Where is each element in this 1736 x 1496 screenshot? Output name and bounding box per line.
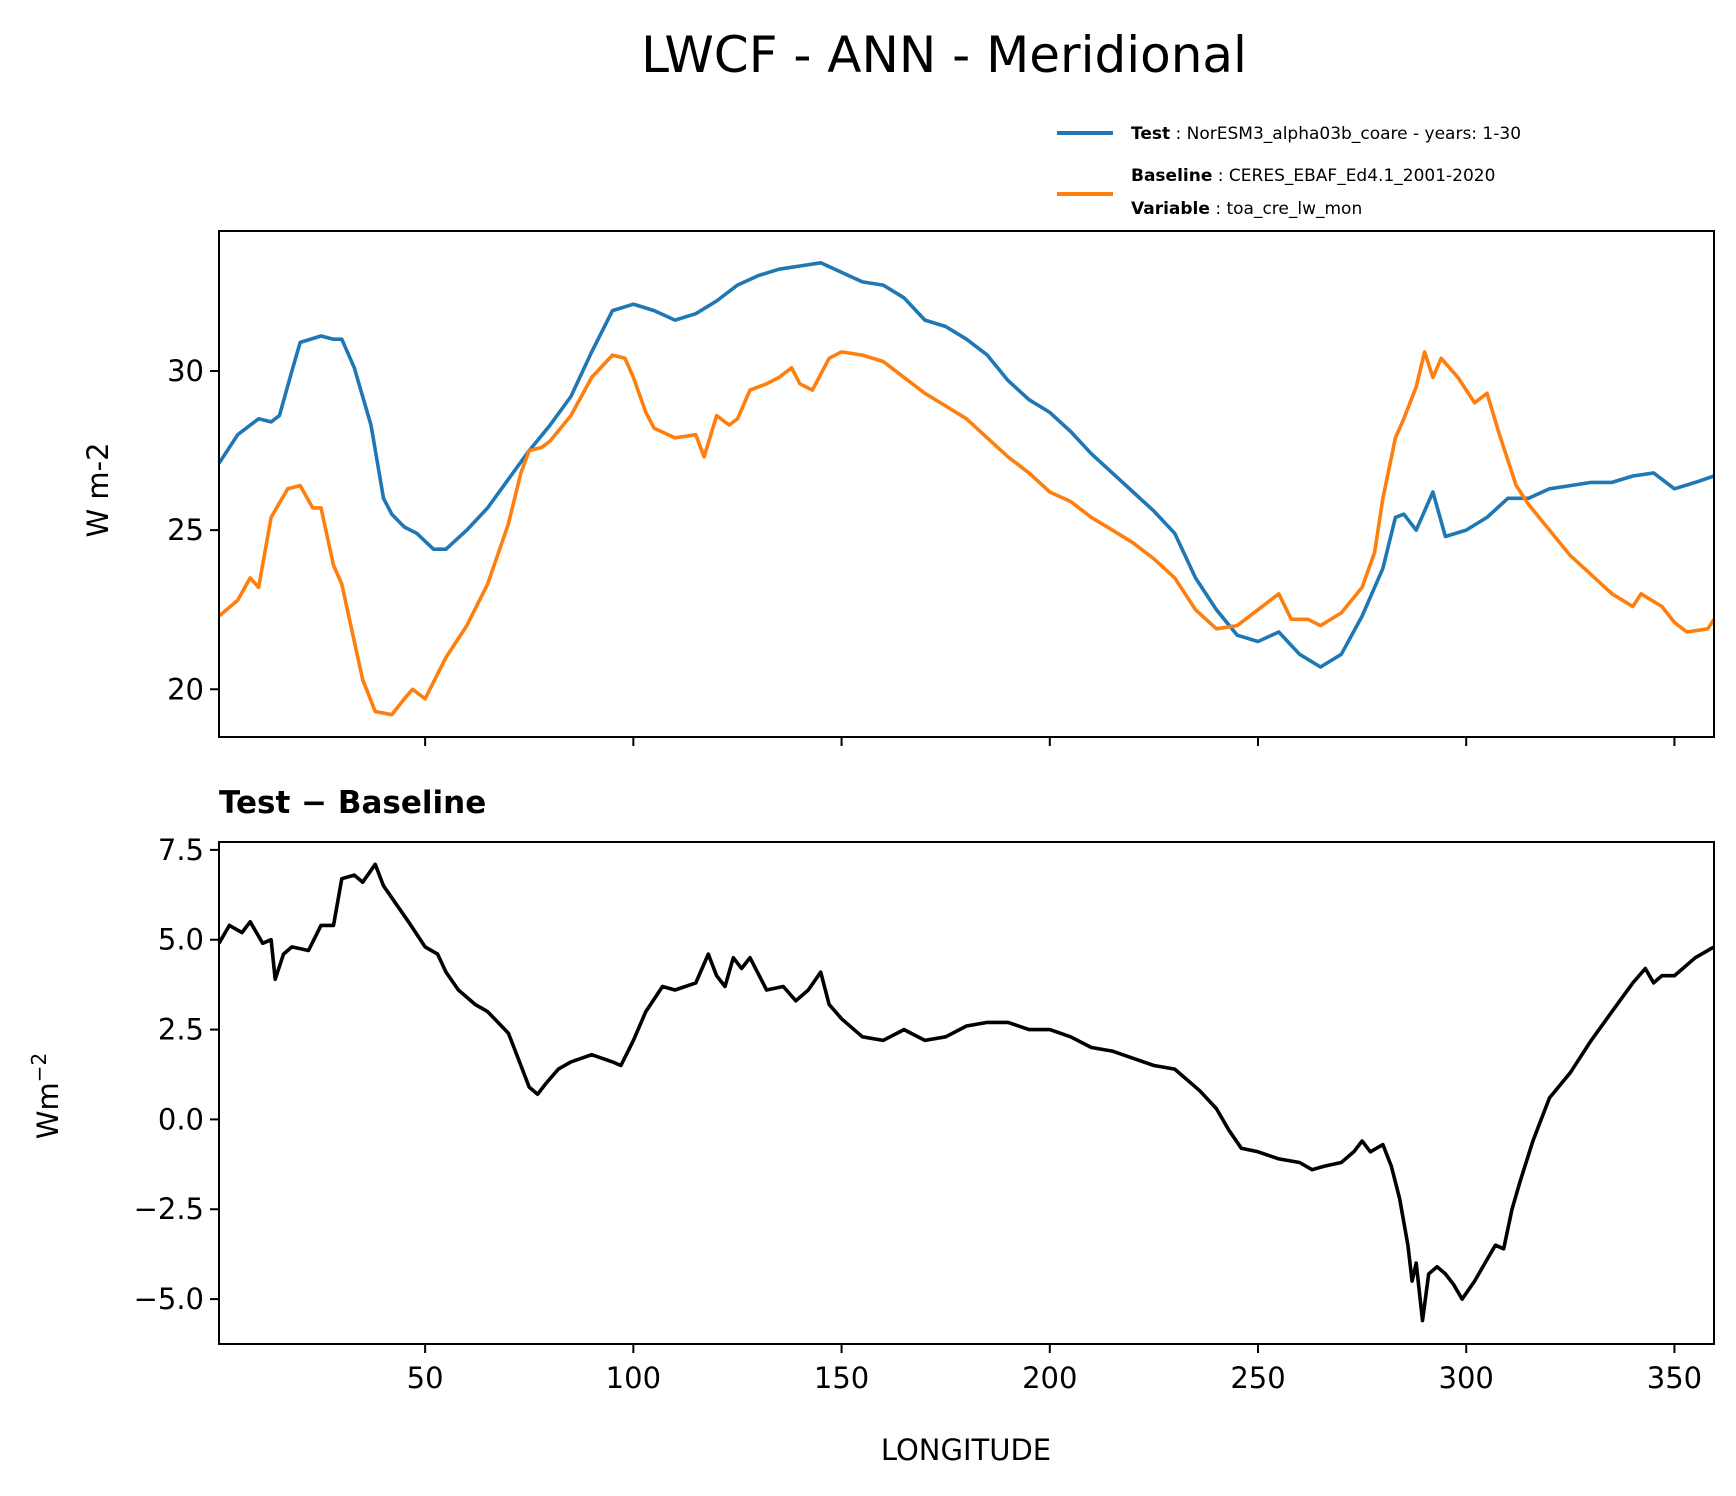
- x-axis-label: LONGITUDE: [881, 1433, 1051, 1467]
- legend: Test : NorESM3_alpha03b_coare - years: 1…: [1057, 124, 1521, 219]
- bottom-y-axis-label: Wm−2: [27, 1053, 65, 1139]
- legend-variable-label: Variable : toa_cre_lw_mon: [1131, 199, 1362, 219]
- chart-title: LWCF - ANN - Meridional: [641, 26, 1247, 84]
- top-y-axis-label: W m-2: [81, 442, 115, 537]
- bottom-axes-frame: [218, 841, 1715, 1345]
- top-y-tick-label: 25: [167, 513, 204, 547]
- bottom-y-tick-label: −5.0: [134, 1282, 204, 1316]
- bottom-x-tick-label: 200: [1022, 1361, 1077, 1395]
- bottom-panel: 50 100 150 200 250 300 350 −5.0 −2.5 0.0 2.5 5.0 7.5: [134, 833, 1715, 1395]
- bottom-x-tick-label: 150: [814, 1361, 869, 1395]
- bottom-y-tick-label: −2.5: [134, 1192, 204, 1226]
- top-axes-frame: [218, 230, 1715, 738]
- bottom-y-tick-label: 5.0: [158, 923, 204, 957]
- bottom-y-tick-label: 2.5: [158, 1013, 204, 1047]
- bottom-x-tick-label: 250: [1230, 1361, 1285, 1395]
- bottom-y-tick-label: 0.0: [158, 1102, 204, 1136]
- bottom-y-tick-label: 7.5: [158, 833, 204, 867]
- bottom-series-test-baseline: [217, 862, 1715, 1323]
- bottom-x-tick-label: 50: [407, 1361, 444, 1395]
- top-y-tick-label: 30: [167, 354, 204, 388]
- top-series-test: [217, 261, 1715, 669]
- legend-baseline-label: Baseline : CERES_EBAF_Ed4.1_2001-2020: [1131, 166, 1495, 186]
- bottom-x-tick-label: 350: [1647, 1361, 1702, 1395]
- bottom-x-tick-label: 300: [1439, 1361, 1494, 1395]
- top-series-baseline: [217, 350, 1716, 717]
- top-y-tick-label: 20: [167, 672, 204, 706]
- bottom-panel-title: Test − Baseline: [219, 785, 486, 821]
- top-panel: 20 25 30: [167, 230, 1716, 746]
- bottom-x-tick-label: 100: [606, 1361, 661, 1395]
- legend-test-label: Test : NorESM3_alpha03b_coare - years: 1…: [1131, 124, 1521, 144]
